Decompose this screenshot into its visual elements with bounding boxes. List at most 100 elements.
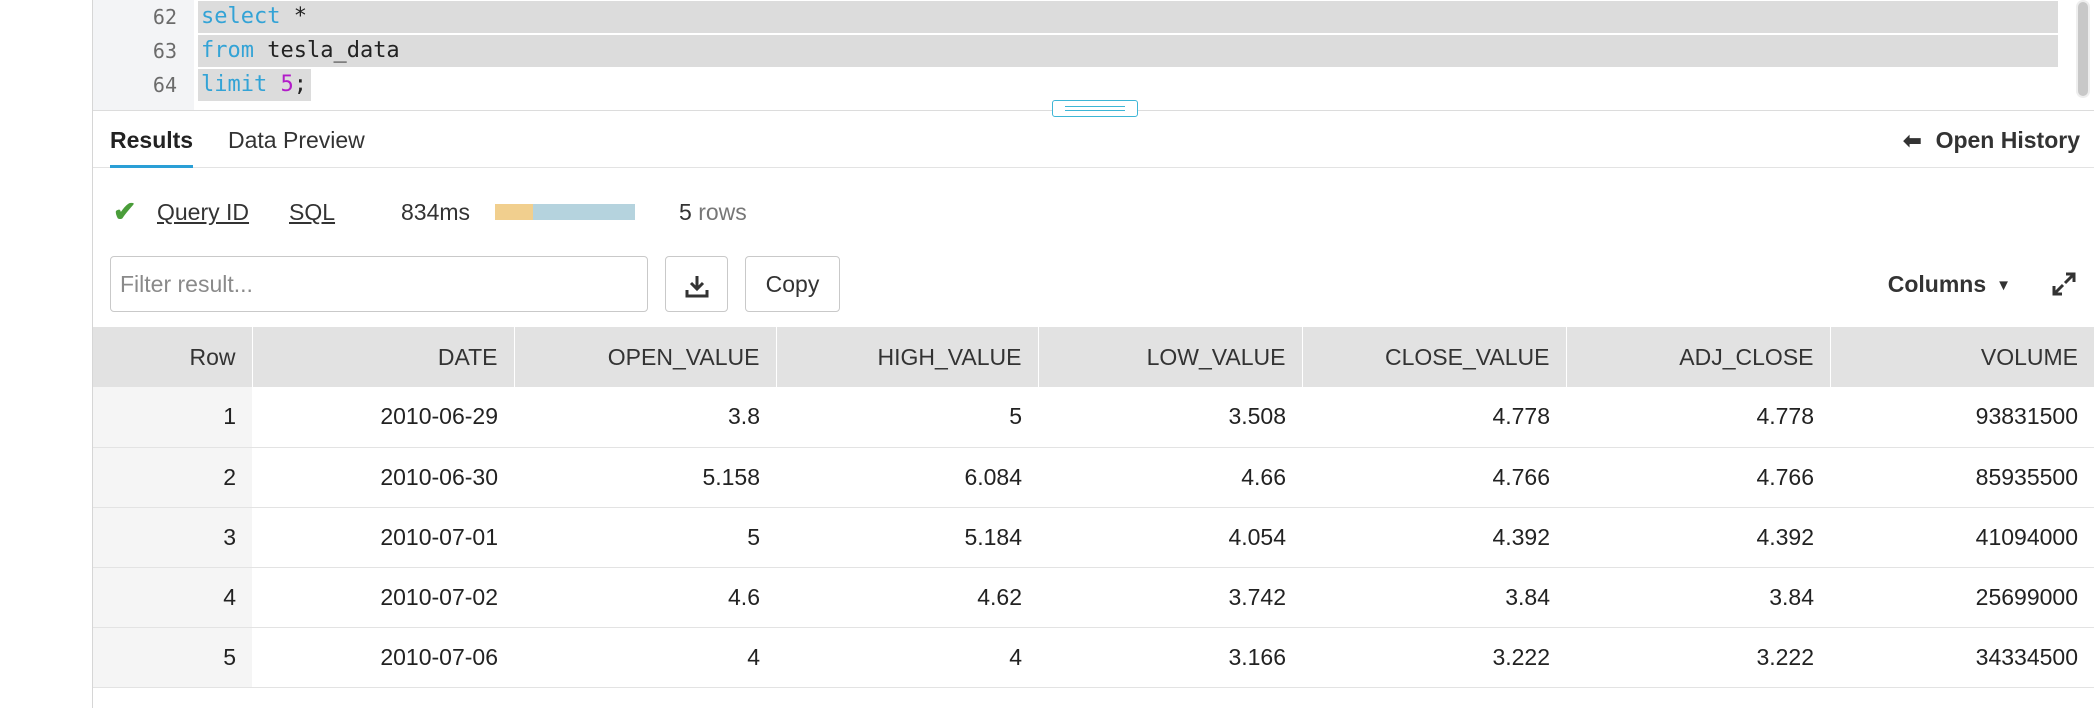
row-count: 5 rows (679, 190, 747, 234)
column-header[interactable]: ADJ_CLOSE (1566, 327, 1831, 387)
tab-results[interactable]: Results (110, 111, 194, 168)
column-header[interactable]: LOW_VALUE (1038, 327, 1303, 387)
columns-dropdown[interactable]: Columns ▼ (1888, 256, 2011, 312)
sql-editor[interactable]: 62 select * 63 from tesla_data 64 limit … (93, 0, 2094, 111)
sql-text: tesla_data (253, 38, 400, 63)
table-cell: 25699000 (1830, 567, 2094, 628)
column-header[interactable]: HIGH_VALUE (776, 327, 1039, 387)
table-cell: 4.392 (1302, 507, 1566, 568)
table-cell: 3.222 (1302, 627, 1566, 688)
table-cell: 4.778 (1302, 387, 1566, 448)
editor-resize-handle[interactable] (1052, 100, 1138, 117)
table-cell: 4.778 (1566, 387, 1830, 448)
table-cell: 3.508 (1038, 387, 1302, 448)
columns-label: Columns (1887, 271, 1987, 297)
table-cell: 2010-07-01 (252, 507, 514, 568)
table-cell: 4.6 (514, 567, 776, 628)
table-row: 3 2010-07-01 5 5.184 4.054 4.392 4.392 4… (93, 507, 2094, 568)
query-id-link[interactable]: Query ID (157, 199, 250, 225)
table-cell: 5 (514, 507, 776, 568)
table-row: 4 2010-07-02 4.6 4.62 3.742 3.84 3.84 25… (93, 567, 2094, 628)
table-cell: 3.166 (1038, 627, 1302, 688)
query-duration: 834ms (401, 199, 471, 225)
table-cell: 3.84 (1302, 567, 1566, 628)
table-cell: 2010-07-06 (252, 627, 514, 688)
table-cell: 4.62 (776, 567, 1038, 628)
row-number-cell: 5 (93, 627, 252, 688)
table-cell: 34334500 (1830, 627, 2094, 688)
table-cell: 4 (514, 627, 776, 688)
table-cell: 5.184 (776, 507, 1038, 568)
timing-bar-compile-segment (495, 204, 533, 220)
sql-text: ; (293, 72, 307, 97)
results-table: Row DATE OPEN_VALUE HIGH_VALUE LOW_VALUE… (93, 327, 2094, 688)
row-number-cell: 1 (93, 387, 252, 448)
row-count-value: 5 (679, 199, 692, 225)
sql-text: * (280, 4, 307, 29)
code-line: 62 select * (93, 1, 2058, 33)
code-line: 64 limit 5; (93, 69, 2058, 101)
open-history-button[interactable]: ⬅ Open History (1903, 111, 2080, 167)
row-number-cell: 4 (93, 567, 252, 628)
row-count-unit: rows (698, 199, 747, 225)
copy-button[interactable]: Copy (745, 256, 840, 312)
column-header[interactable]: Row (93, 327, 253, 387)
table-cell: 4 (776, 627, 1038, 688)
editor-gutter (93, 0, 194, 110)
table-cell: 2010-06-29 (252, 387, 514, 448)
sql-number: 5 (280, 72, 294, 97)
table-cell: 2010-06-30 (252, 447, 514, 508)
table-cell: 5.158 (514, 447, 776, 508)
sql-link[interactable]: SQL (289, 199, 336, 225)
table-cell: 3.742 (1038, 567, 1302, 628)
table-header-row: Row DATE OPEN_VALUE HIGH_VALUE LOW_VALUE… (93, 327, 2094, 387)
line-number: 62 (152, 5, 177, 29)
table-row: 1 2010-06-29 3.8 5 3.508 4.778 4.778 938… (93, 387, 2094, 448)
sql-keyword: from (201, 38, 254, 63)
row-number-cell: 2 (93, 447, 252, 508)
column-header[interactable]: DATE (252, 327, 515, 387)
sql-keyword: select (201, 4, 281, 29)
download-button[interactable] (665, 256, 728, 312)
table-cell: 41094000 (1830, 507, 2094, 568)
table-cell: 4.66 (1038, 447, 1302, 508)
query-status-bar: ✔ Query ID SQL 834ms 5 rows (93, 190, 2094, 234)
table-row: 5 2010-07-06 4 4 3.166 3.222 3.222 34334… (93, 627, 2094, 688)
line-number: 63 (152, 39, 177, 63)
column-header[interactable]: VOLUME (1830, 327, 2094, 387)
row-number-cell: 3 (93, 507, 252, 568)
sql-keyword: limit (201, 72, 268, 97)
query-workspace: 62 select * 63 from tesla_data 64 limit … (93, 0, 2094, 708)
caret-down-icon: ▼ (1996, 277, 2011, 294)
scrollbar-thumb[interactable] (2078, 2, 2088, 96)
code-text[interactable]: select * (198, 1, 2058, 33)
code-text[interactable]: from tesla_data (198, 35, 2058, 67)
table-cell: 85935500 (1830, 447, 2094, 508)
table-cell: 4.766 (1566, 447, 1830, 508)
arrow-left-icon: ⬅ (1903, 128, 1922, 153)
table-cell: 2010-07-02 (252, 567, 514, 628)
table-row: 2 2010-06-30 5.158 6.084 4.66 4.766 4.76… (93, 447, 2094, 508)
filter-result-input[interactable] (110, 256, 648, 312)
left-sidebar-strip (0, 0, 93, 708)
column-header[interactable]: OPEN_VALUE (514, 327, 777, 387)
table-cell: 3.84 (1566, 567, 1830, 628)
table-cell: 6.084 (776, 447, 1038, 508)
check-icon: ✔ (113, 196, 137, 227)
tab-data-preview[interactable]: Data Preview (228, 127, 365, 153)
table-cell: 4.392 (1566, 507, 1830, 568)
code-text[interactable]: limit 5; (198, 69, 311, 101)
table-cell: 4.766 (1302, 447, 1566, 508)
table-cell: 93831500 (1830, 387, 2094, 448)
code-line: 63 from tesla_data (93, 35, 2058, 67)
expand-icon[interactable] (2050, 270, 2078, 298)
editor-scrollbar[interactable] (2076, 0, 2090, 98)
table-cell: 4.054 (1038, 507, 1302, 568)
line-number: 64 (152, 73, 177, 97)
column-header[interactable]: CLOSE_VALUE (1302, 327, 1567, 387)
table-cell: 5 (776, 387, 1038, 448)
timing-bar (495, 204, 635, 220)
open-history-label: Open History (1935, 127, 2080, 153)
download-icon (685, 275, 708, 298)
results-tab-bar: Results Data Preview ⬅ Open History (93, 111, 2094, 168)
